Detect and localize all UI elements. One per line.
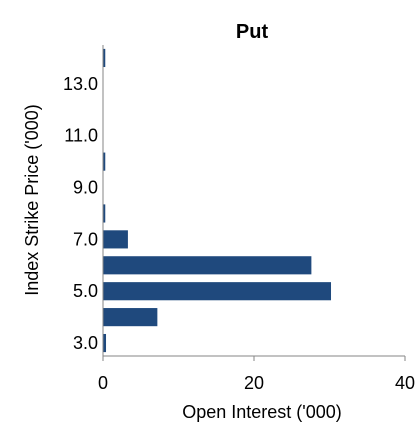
bar-strike-5 [103, 282, 332, 301]
bar-strike-4 [103, 308, 158, 327]
y-tick-labels: 3.0 5.0 7.0 9.0 11.0 13.0 [63, 74, 98, 353]
x-tick-label: 20 [244, 373, 264, 393]
x-axis-title: Open Interest ('000) [182, 402, 342, 422]
bars-group [103, 48, 332, 353]
y-tick-label: 9.0 [73, 178, 98, 198]
bar-strike-14 [103, 48, 106, 68]
x-tick-label: 0 [98, 373, 108, 393]
y-tick-label: 7.0 [73, 229, 98, 249]
y-tick-label: 13.0 [63, 74, 98, 94]
y-axis-title: Index Strike Price ('000) [22, 104, 42, 296]
y-tick-label: 3.0 [73, 333, 98, 353]
chart-title: Put [236, 21, 269, 43]
x-tick-labels: 0 20 40 [98, 356, 415, 393]
bar-strike-7 [103, 230, 128, 249]
bar-strike-10 [103, 152, 106, 171]
y-tick-label: 5.0 [73, 281, 98, 301]
x-tick-label: 40 [395, 373, 415, 393]
bar-strike-6 [103, 256, 312, 275]
bar-strike-3 [103, 333, 107, 353]
bar-strike-8 [103, 204, 106, 223]
y-tick-label: 11.0 [64, 126, 98, 146]
